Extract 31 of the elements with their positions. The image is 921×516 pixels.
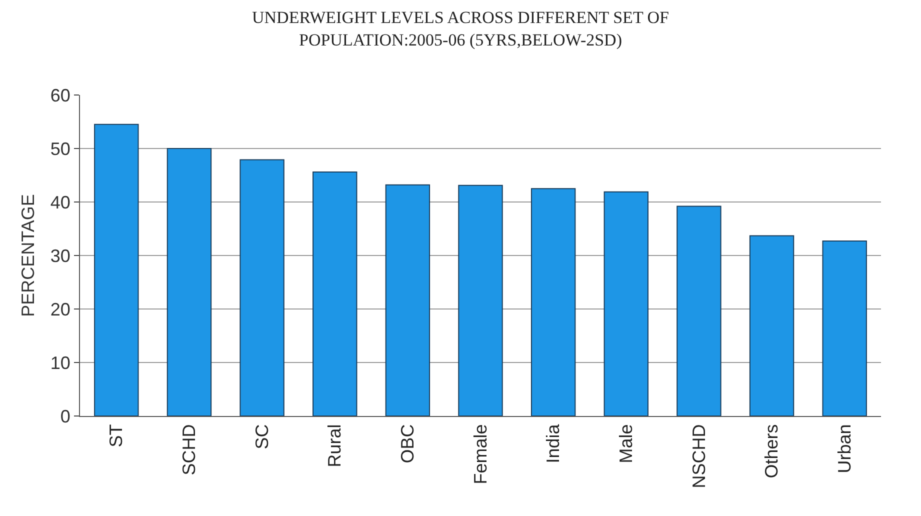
- bar: [676, 206, 722, 416]
- x-tick-label: Others: [762, 424, 782, 478]
- x-tick-label: Male: [616, 424, 636, 464]
- x-tick-label: Female: [470, 424, 490, 484]
- bar: [458, 184, 503, 416]
- bar: [312, 172, 358, 416]
- y-tick-label: 60: [50, 85, 70, 106]
- y-tick-label: 50: [50, 138, 70, 159]
- x-tick-label: OBC: [398, 424, 418, 464]
- x-tick-label: Rural: [324, 424, 345, 468]
- chart-title: UNDERWEIGHT LEVELS ACROSS DIFFERENT SET OF POPULATION:2005-06 (5YRS,BELOW-2SD): [252, 8, 670, 50]
- bar: [749, 235, 794, 416]
- y-tick-label: 10: [50, 352, 70, 373]
- y-tick-label: 40: [50, 192, 70, 212]
- bar: [385, 184, 430, 416]
- x-tick-label: NSCHD: [688, 424, 709, 488]
- bar: [94, 124, 139, 416]
- bar: [822, 240, 867, 416]
- bar: [604, 191, 648, 416]
- x-tick-label: SC: [252, 424, 272, 450]
- x-tick-label: ST: [106, 424, 126, 448]
- bar: [240, 159, 284, 416]
- y-tick-label: 0: [60, 406, 70, 426]
- y-axis-title: PERCENTAGE: [18, 194, 38, 317]
- y-tick-label: 20: [50, 299, 70, 320]
- x-tick-label: Urban: [834, 424, 854, 474]
- bar: [166, 148, 212, 416]
- x-tick-label: SCHD: [179, 424, 200, 476]
- bar: [530, 188, 576, 416]
- x-tick-label: India: [543, 423, 564, 464]
- y-tick-label: 30: [50, 246, 70, 266]
